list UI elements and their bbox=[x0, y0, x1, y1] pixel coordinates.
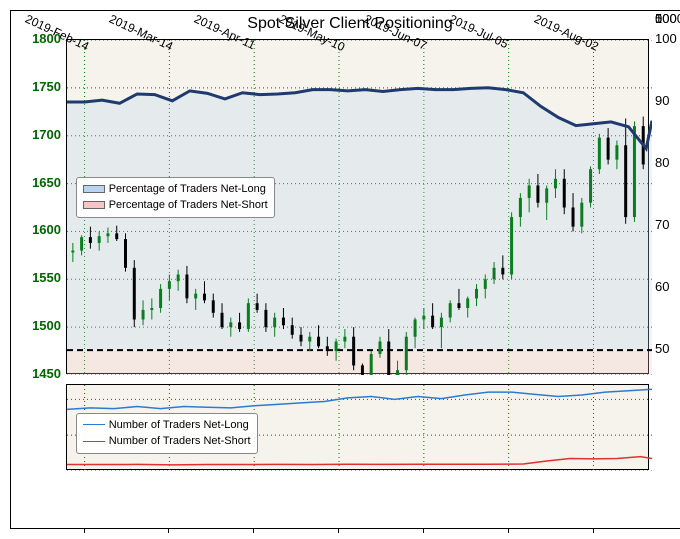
y2-tick-label: 90 bbox=[655, 93, 680, 108]
chart-container: Spot Silver Client Positioning Percentag… bbox=[10, 10, 680, 529]
y2-tick-label: 50 bbox=[655, 341, 680, 356]
legend-label: Number of Traders Net-Short bbox=[109, 435, 251, 447]
legend-label: Number of Traders Net-Long bbox=[109, 419, 249, 431]
main-legend: Percentage of Traders Net-Long Percentage… bbox=[76, 177, 275, 218]
y2-tick-label: 100 bbox=[655, 31, 680, 46]
legend-item: Number of Traders Net-Long bbox=[83, 417, 251, 434]
y1-tick-label: 1500 bbox=[11, 318, 61, 333]
main-price-panel: Percentage of Traders Net-Long Percentage… bbox=[66, 39, 649, 374]
lower-legend: Number of Traders Net-Long Number of Trad… bbox=[76, 413, 258, 454]
y2-tick-label: 60 bbox=[655, 279, 680, 294]
lower-y-tick-label: 1000 bbox=[655, 11, 680, 26]
y2-tick-label: 80 bbox=[655, 155, 680, 170]
y1-tick-label: 1650 bbox=[11, 175, 61, 190]
legend-item: Percentage of Traders Net-Long bbox=[83, 181, 268, 198]
legend-label: Percentage of Traders Net-Long bbox=[109, 183, 266, 195]
legend-label: Percentage of Traders Net-Short bbox=[109, 199, 268, 211]
y1-tick-label: 1750 bbox=[11, 79, 61, 94]
y1-tick-label: 1450 bbox=[11, 366, 61, 381]
y1-tick-label: 1700 bbox=[11, 127, 61, 142]
legend-item: Percentage of Traders Net-Short bbox=[83, 197, 268, 214]
legend-item: Number of Traders Net-Short bbox=[83, 433, 251, 450]
y1-tick-label: 1550 bbox=[11, 270, 61, 285]
lower-traders-panel: Number of Traders Net-Long Number of Trad… bbox=[66, 384, 649, 470]
y1-tick-label: 1600 bbox=[11, 222, 61, 237]
y2-tick-label: 70 bbox=[655, 217, 680, 232]
